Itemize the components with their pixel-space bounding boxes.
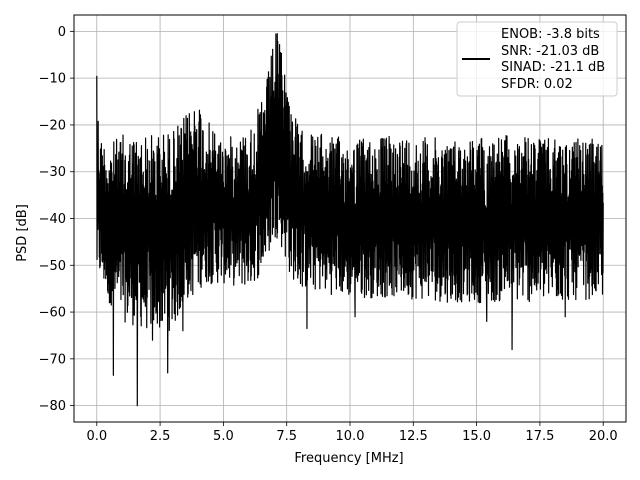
legend-box [456, 21, 618, 97]
x-tick-label: 2.5 [150, 429, 171, 444]
y-tick-label: −40 [39, 212, 66, 227]
legend-sfdr: SFDR: 0.02 [501, 77, 573, 92]
y-axis-ticks: 0 −10 −20 −30 −40 −50 −60 −70 −80 [39, 25, 74, 414]
plot-area [96, 33, 604, 407]
x-tick-label: 10.0 [336, 429, 365, 444]
legend: ENOB: -3.8 bits SNR: -21.03 dB SINAD: -2… [456, 21, 618, 97]
y-tick-label: −50 [39, 259, 66, 274]
legend-snr: SNR: -21.03 dB [501, 44, 599, 59]
y-axis-label: PSD [dB] [15, 204, 30, 262]
y-tick-label: −80 [39, 399, 66, 414]
y-tick-label: −70 [39, 352, 66, 367]
y-tick-label: 0 [58, 25, 66, 40]
x-tick-label: 17.5 [525, 429, 554, 444]
y-tick-label: −10 [39, 72, 66, 87]
x-tick-label: 20.0 [589, 429, 618, 444]
x-tick-label: 5.0 [213, 429, 234, 444]
y-tick-label: −20 [39, 118, 66, 133]
legend-sinad: SINAD: -21.1 dB [501, 60, 605, 75]
y-tick-label: −30 [39, 165, 66, 180]
y-tick-label: −60 [39, 306, 66, 321]
x-tick-label: 7.5 [276, 429, 297, 444]
x-axis-label: Frequency [MHz] [294, 451, 403, 466]
x-axis-ticks: 0.0 2.5 5.0 7.5 10.0 12.5 15.0 17.5 20.0 [86, 422, 618, 444]
psd-series-line [96, 33, 604, 407]
legend-enob: ENOB: -3.8 bits [501, 27, 600, 42]
x-tick-label: 15.0 [462, 429, 491, 444]
x-tick-label: 12.5 [399, 429, 428, 444]
x-tick-label: 0.0 [86, 429, 107, 444]
